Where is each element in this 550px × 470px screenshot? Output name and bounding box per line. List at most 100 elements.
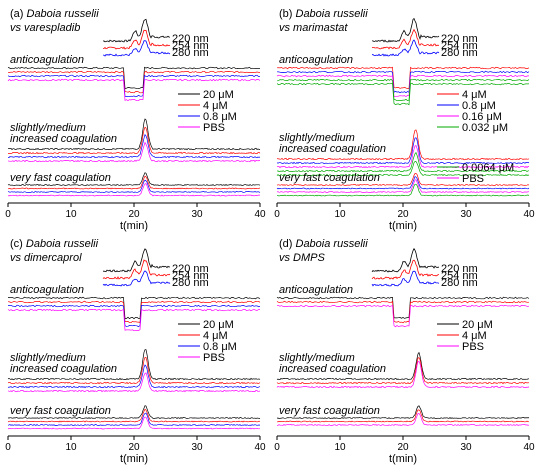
legend-label: PBS <box>462 341 484 353</box>
fast-coag-trace <box>7 405 261 419</box>
slight-coag-trace <box>7 118 261 151</box>
wavelength-label: 280 nm <box>172 47 209 59</box>
uv-trace-280nm <box>371 39 440 57</box>
x-tick-label: 10 <box>334 442 346 453</box>
x-tick-label: 30 <box>460 209 472 220</box>
uv-trace-254nm <box>102 259 171 280</box>
anticoag-trace <box>276 82 530 106</box>
panel-title: (b) Daboia russelii <box>279 8 368 20</box>
fast-coag-trace <box>276 175 530 190</box>
anticoag-trace <box>276 78 530 102</box>
x-tick-label: 20 <box>397 209 409 220</box>
fast-coag-trace <box>276 173 530 186</box>
x-tick-label: 10 <box>334 209 346 220</box>
fast-label: very fast coagulation <box>10 405 111 417</box>
anticoag-trace <box>276 74 529 98</box>
panel-species: Daboia russelii <box>296 238 369 250</box>
panel-subtitle: vs marimastat <box>279 22 348 34</box>
slight-label-2: increased coagulation <box>10 133 117 145</box>
uv-trace-280nm <box>102 40 171 57</box>
legend-label: 4 μM <box>203 330 228 342</box>
anticoag-trace <box>276 70 530 94</box>
slight-coag-trace <box>7 364 261 389</box>
x-tick-label: 30 <box>460 442 472 453</box>
panel-label: (d) <box>279 238 296 250</box>
legend-label: 0.8 μM <box>462 100 496 112</box>
uv-trace-254nm <box>371 259 440 280</box>
anticoagulation-label: anticoagulation <box>10 54 84 66</box>
slight-coag-trace <box>276 145 530 169</box>
wavelength-label: 220 nm <box>441 263 478 275</box>
legend-label: 0.8 μM <box>203 111 237 123</box>
anticoag-trace <box>7 66 261 90</box>
anticoagulation-label: anticoagulation <box>10 284 84 296</box>
wavelength-label: 280 nm <box>172 277 209 289</box>
x-tick-label: 0 <box>274 442 280 453</box>
panel-label: (c) <box>10 238 26 250</box>
anticoag-trace <box>7 296 261 320</box>
x-tick-label: 20 <box>397 442 409 453</box>
fast-coag-trace <box>7 179 261 193</box>
slight-coag-trace <box>276 351 530 381</box>
legend-label: 0.16 μM <box>462 111 502 123</box>
fast-label: very fast coagulation <box>279 405 380 417</box>
wavelength-label: 220 nm <box>441 33 478 45</box>
panel-subtitle: vs DMPS <box>279 252 326 264</box>
slight-label-2: increased coagulation <box>279 143 386 155</box>
uv-trace-254nm <box>371 28 439 50</box>
slight-label-1: slightly/medium <box>279 132 355 144</box>
uv-trace-220nm <box>102 18 170 43</box>
fast-coag-trace <box>7 412 261 426</box>
slight-label-1: slightly/medium <box>10 122 86 134</box>
wavelength-label: 254 nm <box>441 40 478 52</box>
x-tick-label: 30 <box>191 442 203 453</box>
fast-label: very fast coagulation <box>279 172 380 184</box>
panel-species: Daboia russelii <box>27 8 100 20</box>
panel-title: (a) Daboia russelii <box>10 8 99 20</box>
uv-trace-280nm <box>371 270 440 287</box>
legend-label: 0.032 μM <box>462 122 508 134</box>
slight-coag-trace <box>276 129 530 161</box>
uv-trace-220nm <box>103 248 171 273</box>
fast-label: very fast coagulation <box>10 172 111 184</box>
legend-label: 20 μM <box>203 319 234 331</box>
legend-label: 0.8 μM <box>203 341 237 353</box>
slight-coag-trace <box>276 151 529 173</box>
anticoag-trace <box>276 304 530 328</box>
wavelength-label: 254 nm <box>172 40 209 52</box>
slight-coag-trace <box>276 137 530 165</box>
wavelength-label: 254 nm <box>172 270 209 282</box>
legend-label: PBS <box>462 173 484 185</box>
panel-subtitle: vs dimercaprol <box>10 252 82 264</box>
fast-coag-trace <box>276 183 530 197</box>
uv-trace-220nm <box>372 17 440 43</box>
wavelength-label: 220 nm <box>172 263 209 275</box>
wavelength-label: 254 nm <box>441 270 478 282</box>
panel-species: Daboia russelii <box>26 238 99 250</box>
slight-label-1: slightly/medium <box>279 352 355 364</box>
anticoag-trace <box>7 70 261 94</box>
x-tick-label: 0 <box>274 209 280 220</box>
anticoagulation-label: anticoagulation <box>279 54 353 66</box>
panel-title: (d) Daboia russelii <box>279 238 368 250</box>
x-tick-label: 20 <box>128 209 140 220</box>
legend-label: 20 μM <box>203 89 234 101</box>
panel-label: (b) <box>279 8 296 20</box>
anticoag-trace <box>7 300 261 324</box>
panel-species: Daboia russelii <box>296 8 369 20</box>
panel-label: (a) <box>10 8 27 20</box>
slight-coag-trace <box>7 141 260 163</box>
anticoag-trace <box>7 74 261 98</box>
fast-coag-trace <box>276 409 530 423</box>
x-axis-label: t(min) <box>120 453 148 465</box>
wavelength-label: 280 nm <box>441 47 478 59</box>
legend-label: 4 μM <box>203 100 228 112</box>
slight-label-1: slightly/medium <box>10 352 86 364</box>
slight-coag-trace <box>276 360 530 389</box>
uv-trace-254nm <box>103 29 171 50</box>
panel-title: (c) Daboia russelii <box>10 238 99 250</box>
slight-label-2: increased coagulation <box>279 363 386 375</box>
